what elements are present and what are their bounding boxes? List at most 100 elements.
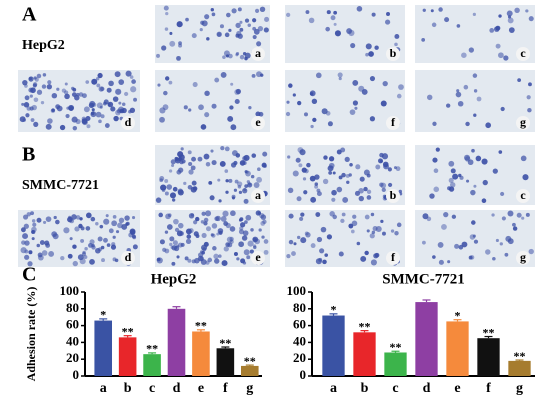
cell <box>315 72 322 79</box>
cell <box>398 189 402 194</box>
cell <box>305 10 310 14</box>
cell <box>512 226 518 231</box>
cell <box>168 169 173 173</box>
cell <box>309 90 316 97</box>
cell <box>156 53 160 58</box>
cell <box>169 242 173 247</box>
y-tick-label: 40 <box>293 333 306 348</box>
cell <box>259 6 266 13</box>
cell <box>224 32 230 38</box>
cell <box>334 30 341 37</box>
cell <box>203 153 210 160</box>
cell <box>167 213 172 218</box>
cell <box>91 108 95 112</box>
cell <box>67 253 73 259</box>
cell <box>219 24 224 29</box>
cell <box>69 218 75 224</box>
cell <box>23 102 30 108</box>
cell <box>444 17 450 23</box>
cell <box>95 247 101 254</box>
y-axis-label: Adhesion rate (%) <box>24 287 38 382</box>
cell <box>463 84 469 90</box>
cell <box>28 77 33 81</box>
cell <box>173 245 180 252</box>
cell <box>338 77 342 81</box>
cell <box>253 244 257 248</box>
cell <box>21 102 25 106</box>
cell <box>210 8 214 12</box>
cell <box>171 163 175 168</box>
cell <box>63 227 70 234</box>
y-tick-label: 60 <box>293 317 306 332</box>
cell <box>84 246 88 251</box>
significance: * <box>331 303 337 317</box>
cell <box>292 170 299 177</box>
cell <box>466 179 470 183</box>
cell <box>264 16 270 22</box>
cell <box>379 159 383 163</box>
cell <box>86 124 91 129</box>
cell <box>76 92 80 97</box>
cell <box>100 245 105 250</box>
cell <box>121 107 127 114</box>
cell <box>507 210 514 217</box>
cell <box>157 83 161 87</box>
cell <box>36 243 41 248</box>
cell <box>103 99 109 105</box>
cell <box>243 249 250 256</box>
cell <box>298 163 303 168</box>
label-badge <box>251 116 265 130</box>
cell <box>201 232 207 238</box>
cell <box>218 199 222 203</box>
cell <box>296 196 302 202</box>
cell <box>475 155 482 162</box>
error-bar <box>99 318 108 321</box>
cell <box>431 22 437 28</box>
cell <box>30 211 34 216</box>
cell <box>197 156 203 162</box>
cell <box>457 100 464 107</box>
cell <box>205 226 211 232</box>
cell <box>517 78 522 83</box>
bar <box>353 332 376 376</box>
cell <box>229 236 234 242</box>
cell <box>177 242 183 248</box>
cell <box>304 169 309 174</box>
cell <box>115 88 122 95</box>
cell <box>28 87 34 93</box>
cell <box>169 192 177 199</box>
cell <box>64 93 70 100</box>
cell <box>106 243 111 247</box>
cell <box>188 169 194 175</box>
cell <box>193 220 198 225</box>
cell <box>212 246 217 251</box>
cell <box>262 219 267 224</box>
cell <box>433 186 440 193</box>
cell <box>226 12 231 18</box>
cell <box>365 52 369 57</box>
cell <box>507 17 514 24</box>
cell <box>178 167 184 173</box>
y-tick-label: 80 <box>293 300 306 315</box>
micrograph: d <box>18 210 140 267</box>
cell <box>132 216 136 220</box>
image-label: f <box>391 250 396 264</box>
y-tick-label: 60 <box>66 317 79 332</box>
cell <box>69 237 73 241</box>
cell <box>115 230 120 234</box>
cell <box>473 89 478 93</box>
error-bar <box>172 306 181 309</box>
cell <box>91 102 97 107</box>
cell <box>172 198 176 202</box>
cell <box>24 95 30 101</box>
cell <box>332 214 337 220</box>
cell <box>111 220 118 227</box>
significance: ** <box>483 325 495 339</box>
cell <box>495 238 499 243</box>
cell <box>441 224 447 230</box>
cell <box>168 80 173 85</box>
cell <box>469 255 475 260</box>
cell <box>324 253 329 257</box>
cell <box>36 73 42 79</box>
cell <box>448 160 455 167</box>
